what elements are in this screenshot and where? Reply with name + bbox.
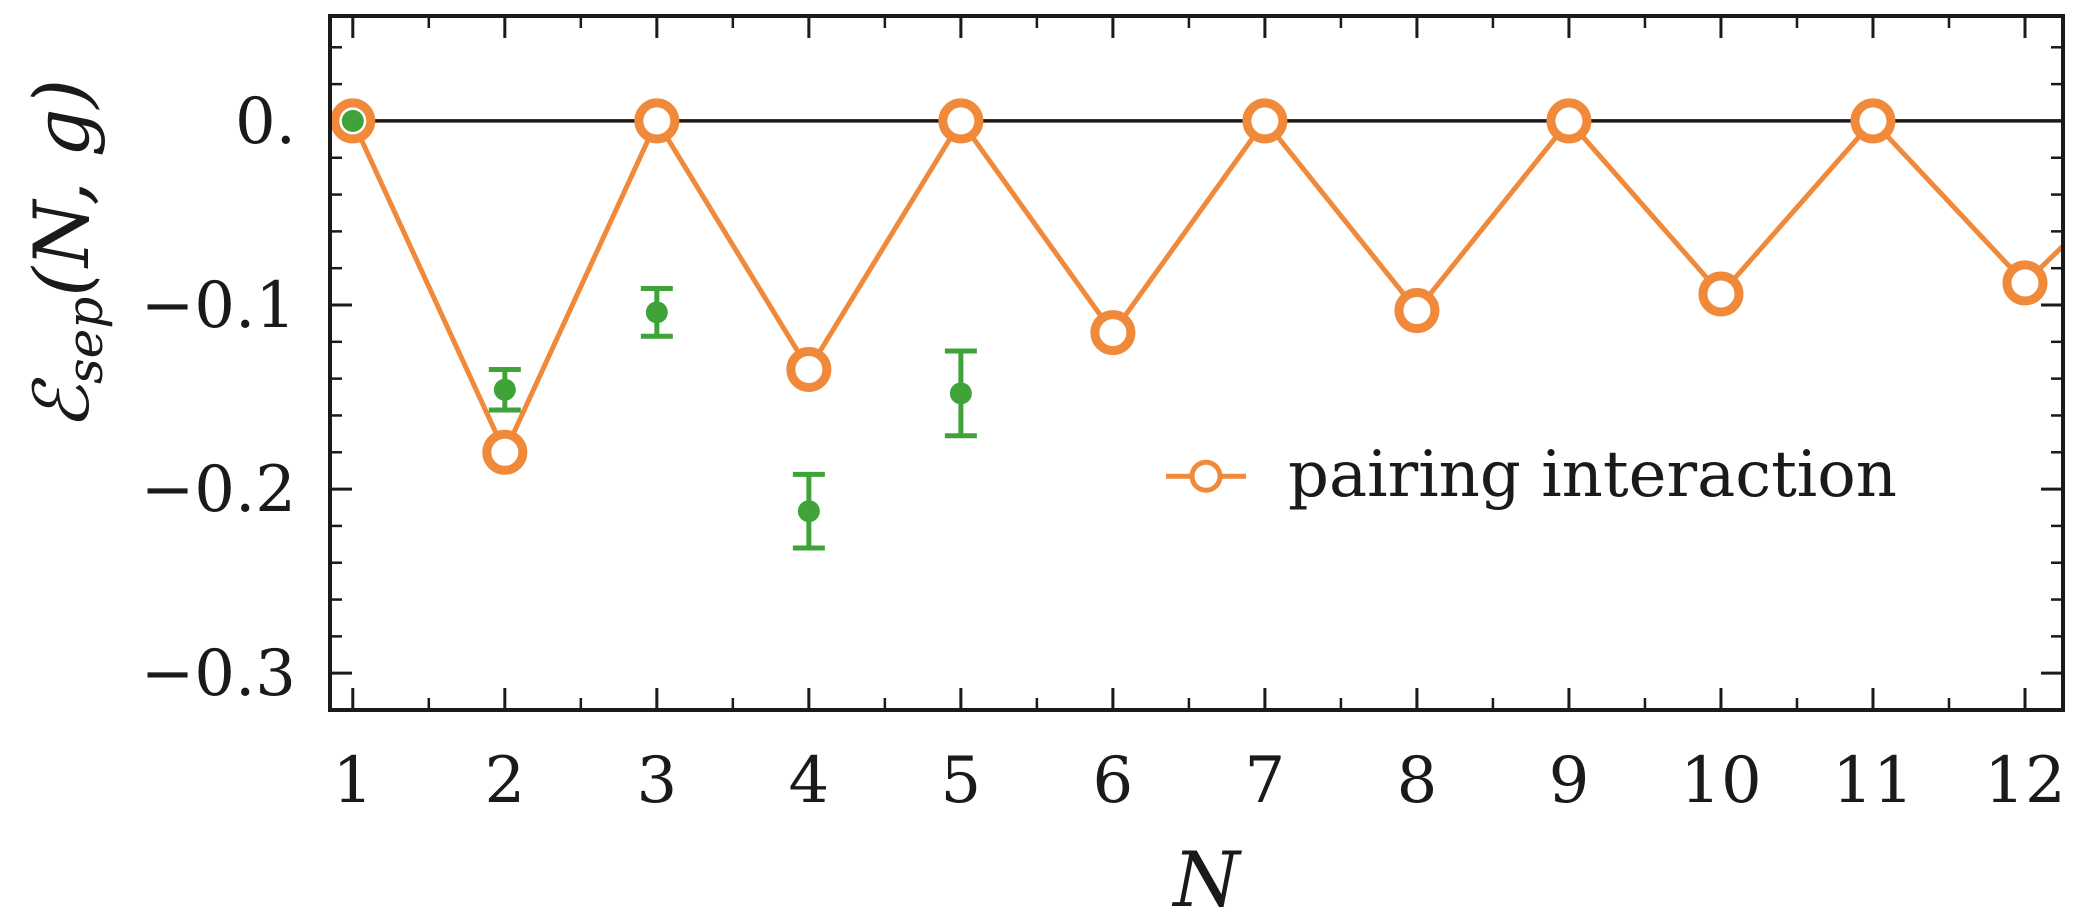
x-tick-label: 5 [941,744,982,818]
x-tick-label: 4 [788,744,829,818]
series-layer [330,98,2065,551]
x-tick-label: 7 [1245,744,1286,818]
svg-text:ℰsep(N, g): ℰsep(N, g) [17,79,114,430]
legend-circle-marker [1189,459,1223,493]
legend-label: pairing interaction [1288,438,1897,512]
measured-point [493,378,516,401]
x-tick-label: 6 [1093,744,1134,818]
y-tick-label: −0.2 [141,453,296,527]
plot-frame [328,14,2065,712]
x-tick-label: 12 [1984,744,2065,818]
x-tick-label: 1 [332,744,373,818]
pairing-interaction-line [350,115,2065,459]
pairing-interaction-point [1546,98,1592,144]
x-tick-label: 11 [1832,744,1913,818]
y-tick-label: 0. [235,85,296,159]
y-tick-label: −0.3 [141,637,296,711]
pairing-interaction-point [1850,98,1896,144]
y-axis-title-symbol: ℰ [17,377,106,430]
measured-point [341,109,364,132]
y-tick-label: −0.1 [141,269,296,343]
pairing-interaction-point [634,98,680,144]
y-axis-title-args: (N, g) [17,79,106,297]
x-tick-label: 3 [636,744,677,818]
pairing-interaction-point [786,346,832,392]
pairing-interaction-point [1394,288,1440,334]
pairing-interaction-point [482,429,528,475]
y-axis-title-subscript: sep [56,297,114,384]
y-axis-title: ℰsep(N, g) [17,79,114,430]
x-tick-label: 10 [1680,744,1761,818]
pairing-interaction-point [1090,310,1136,356]
pairing-interaction-point [1698,271,1744,317]
pairing-interaction-point [938,98,984,144]
pairing-interaction-point [1242,98,1288,144]
x-tick-label: 2 [484,744,525,818]
x-axis-title: N [1171,835,1242,922]
pairing-interaction-point [2002,260,2048,306]
measured-point [645,301,668,324]
x-tick-label: 8 [1397,744,1438,818]
measured-point [797,500,820,523]
legend: pairing interaction [1166,438,1897,512]
ticks-layer: 1 2 3 4 5 6 7 8 9 10 11 120.−0.1−0.2−0.3 [141,16,2066,818]
x-tick-label: 9 [1549,744,1590,818]
measured-point [949,382,972,405]
